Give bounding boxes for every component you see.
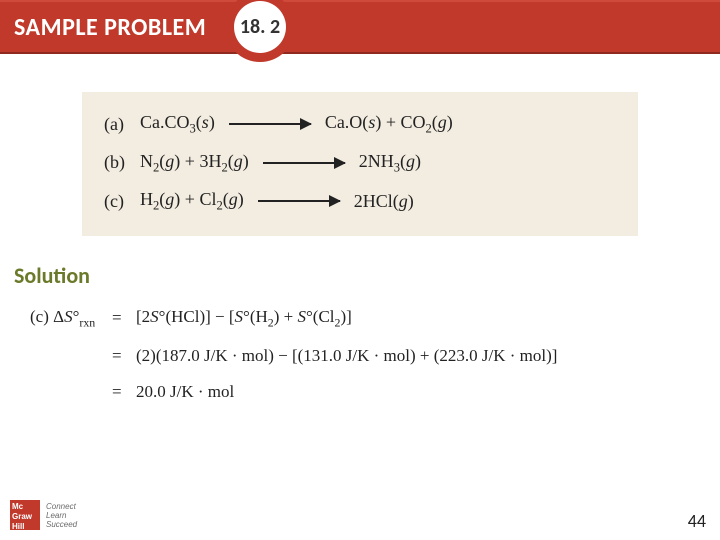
solution-heading: Solution bbox=[14, 262, 720, 289]
solution-rhs: [2S°(HCl)] − [S°(H2) + S°(Cl2)] bbox=[136, 307, 352, 330]
equations-panel: (a) Ca.CO3(s) Ca.O(s) + CO2(g) (b) N2(g)… bbox=[82, 92, 638, 236]
solution-row: = (2)(187.0 J/K · mol) − [(131.0 J/K · m… bbox=[30, 346, 720, 366]
solution-row: = 20.0 J/K · mol bbox=[30, 382, 720, 402]
logo-square-icon: McGrawHill bbox=[10, 500, 40, 530]
publisher-logo: McGrawHill ConnectLearnSucceed bbox=[10, 500, 77, 530]
equation-lhs: Ca.CO3(s) bbox=[140, 112, 215, 137]
equation-label: (b) bbox=[104, 152, 140, 173]
page-number: 44 bbox=[688, 510, 706, 532]
equation-lhs: N2(g) + 3H2(g) bbox=[140, 151, 249, 176]
equals-sign: = bbox=[112, 308, 130, 328]
reaction-arrow-icon bbox=[229, 123, 311, 125]
equation-rhs: Ca.O(s) + CO2(g) bbox=[325, 112, 453, 137]
equals-sign: = bbox=[112, 382, 130, 402]
reaction-arrow-icon bbox=[258, 200, 340, 202]
equation-rhs: 2NH3(g) bbox=[359, 151, 421, 176]
problem-badge-inner: 18. 2 bbox=[234, 1, 286, 53]
equation-label: (a) bbox=[104, 114, 140, 135]
problem-number: 18. 2 bbox=[240, 15, 280, 39]
solution-rhs: (2)(187.0 J/K · mol) − [(131.0 J/K · mol… bbox=[136, 346, 557, 366]
equation-row: (b) N2(g) + 3H2(g) 2NH3(g) bbox=[104, 151, 616, 176]
equation-row: (c) H2(g) + Cl2(g) 2HCl(g) bbox=[104, 189, 616, 214]
problem-badge: 18. 2 bbox=[225, 0, 295, 62]
equation-label: (c) bbox=[104, 191, 140, 212]
equation-rhs: 2HCl(g) bbox=[354, 191, 414, 212]
solution-lhs: (c) ΔS°rxn bbox=[30, 307, 112, 330]
solution-row: (c) ΔS°rxn = [2S°(HCl)] − [S°(H2) + S°(C… bbox=[30, 307, 720, 330]
header-title: SAMPLE PROBLEM bbox=[0, 13, 206, 42]
header-bar: SAMPLE PROBLEM 18. 2 bbox=[0, 0, 720, 54]
solution-rhs: 20.0 J/K · mol bbox=[136, 382, 234, 402]
equation-lhs: H2(g) + Cl2(g) bbox=[140, 189, 244, 214]
equation-row: (a) Ca.CO3(s) Ca.O(s) + CO2(g) bbox=[104, 112, 616, 137]
equals-sign: = bbox=[112, 346, 130, 366]
logo-tagline: ConnectLearnSucceed bbox=[46, 502, 77, 529]
reaction-arrow-icon bbox=[263, 162, 345, 164]
solution-block: (c) ΔS°rxn = [2S°(HCl)] − [S°(H2) + S°(C… bbox=[30, 307, 720, 402]
